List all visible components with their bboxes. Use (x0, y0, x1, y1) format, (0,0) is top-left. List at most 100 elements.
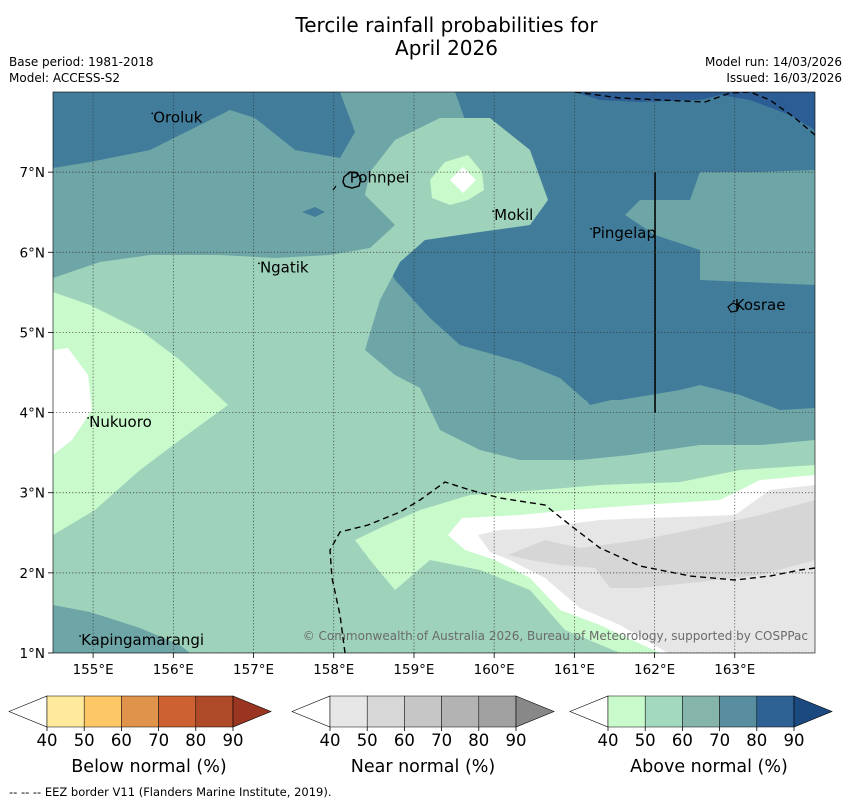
colorbar-tick-label: 90 (784, 731, 805, 750)
colorbar-tick-label: 70 (709, 731, 730, 750)
island-pohnpei-reef (332, 185, 337, 191)
peak-white-west (53, 348, 92, 455)
base-period: Base period: 1981-2018 (9, 55, 154, 69)
y-axis-ticks: 1°N 2°N 3°N 4°N 5°N 6°N 7°N (20, 165, 53, 662)
colorbar-extend-low (8, 695, 48, 728)
colorbar-tick-label: 70 (148, 731, 169, 750)
x-tick-label: 160°E (474, 662, 515, 678)
colorbar-swatch (329, 695, 368, 728)
band-near-60-southeast (508, 500, 815, 588)
colorbar-swatch (478, 695, 517, 728)
colorbar: 40 50 60 70 80 90 Above normal (%) (569, 695, 833, 777)
island-pohnpei (342, 171, 362, 189)
colorbar: 40 50 60 70 80 90 Near normal (%) (291, 695, 555, 777)
place-label: Ngatik (260, 258, 309, 276)
x-tick-label: 161°E (554, 662, 595, 678)
colorbar-extend-high (793, 695, 833, 728)
probability-field: Oroluk Pohnpei Mokil Pingelap Ngatik Kosrae Nu… (53, 92, 815, 653)
colorbar-swatch (644, 695, 683, 728)
colorbar-extend-low (569, 695, 609, 728)
graticule (53, 92, 815, 653)
colorbar-swatch (719, 695, 758, 728)
band-above-50-west (53, 292, 228, 535)
colorbar-swatch (158, 695, 197, 728)
x-tick-label: 157°E (233, 662, 274, 678)
colorbar-tick-label: 40 (320, 731, 341, 750)
place-marker (732, 300, 735, 302)
place-marker (590, 227, 592, 230)
x-tick-label: 155°E (73, 662, 114, 678)
issued-date: Issued: 16/03/2026 (726, 71, 842, 85)
colorbar-swatch (607, 695, 646, 728)
x-tick-label: 156°E (153, 662, 194, 678)
place-marker (258, 262, 260, 265)
place-label: Nukuoro (89, 413, 152, 431)
colorbar: 40 50 60 70 80 90 Below normal (%) (8, 695, 272, 777)
copyright-notice: © Commonwealth of Australia 2026, Bureau… (303, 629, 808, 643)
colorbar-tick-label: 60 (672, 731, 693, 750)
colorbar-tick-label: 60 (394, 731, 415, 750)
colorbar-swatch (46, 695, 85, 728)
colorbar-tick-label: 40 (598, 731, 619, 750)
colorbar-tick-label: 50 (357, 731, 378, 750)
map-frame (52, 91, 816, 654)
y-tick-label: 3°N (20, 486, 45, 502)
colorbar-tick-label: 60 (111, 731, 132, 750)
y-tick-label: 1°N (20, 646, 45, 662)
band-above-80-northwest (53, 92, 355, 168)
place-marker (347, 172, 350, 175)
colorbar-tick-label: 80 (185, 731, 206, 750)
place-label: Oroluk (153, 108, 202, 126)
place-marker (151, 112, 154, 115)
colorbar-label: Below normal (%) (71, 757, 226, 777)
blob-above-80-pohnpei (302, 207, 325, 217)
peak-white-mokil (450, 167, 476, 193)
colorbar-swatch (404, 695, 442, 728)
map-title: Tercile rainfall probabilities for April… (0, 14, 850, 60)
y-tick-label: 5°N (20, 325, 45, 341)
colorbar-tick-label: 50 (74, 731, 95, 750)
colorbars: 40 50 60 70 80 90 Below normal (%) 40 50 60 70 80 90… (8, 695, 833, 777)
place-labels: Oroluk Pohnpei Mokil Pingelap Ngatik Kosrae Nu… (79, 108, 785, 649)
x-tick-label: 158°E (313, 662, 354, 678)
colorbar-tick-label: 70 (431, 731, 452, 750)
colorbar-tick-label: 80 (468, 731, 489, 750)
colorbar-extend-low (291, 695, 331, 728)
colorbar-swatch (366, 695, 405, 728)
colorbar-label: Near normal (%) (351, 757, 496, 777)
colorbar-tick-label: 90 (506, 731, 527, 750)
meta-right: Model run: 14/03/2026 Issued: 16/03/2026 (705, 54, 842, 86)
y-tick-label: 4°N (20, 406, 45, 422)
colorbar-swatch (195, 695, 234, 728)
colorbar-swatch (441, 695, 480, 728)
colorbar-tick-label: 50 (635, 731, 656, 750)
x-tick-label: 163°E (714, 662, 755, 678)
y-tick-label: 7°N (20, 165, 45, 181)
place-label: Kosrae (735, 296, 786, 314)
colorbar-extend-high (515, 695, 555, 728)
band-above-90-northeast (575, 92, 815, 130)
place-marker (87, 417, 89, 419)
title-line-1: Tercile rainfall probabilities for (295, 13, 598, 37)
colorbar-extend-high (232, 695, 272, 728)
place-marker (492, 210, 495, 213)
x-axis-ticks: 155°E 156°E 157°E 158°E 159°E 160°E 161°E 162°E… (73, 653, 755, 678)
place-label: Kapingamarangi (81, 631, 204, 649)
colorbar-tick-label: 90 (223, 731, 244, 750)
place-label: Pohnpei (350, 169, 410, 187)
colorbar-label: Above normal (%) (630, 757, 788, 777)
model-name: Model: ACCESS-S2 (9, 71, 121, 85)
place-label: Pingelap (592, 224, 656, 242)
place-label: Mokil (494, 206, 533, 224)
colorbar-swatch (121, 695, 159, 728)
x-tick-label: 159°E (393, 662, 434, 678)
colorbar-swatch (682, 695, 720, 728)
eez-border-south (329, 481, 815, 653)
colorbar-swatch (756, 695, 795, 728)
band-above-80-northeast (385, 92, 815, 410)
band-above-70-southwest (53, 605, 190, 653)
blob-above-80-pingelap (585, 253, 618, 277)
title-line-2: April 2026 (395, 36, 498, 60)
meta-left: Base period: 1981-2018 Model: ACCESS-S2 (9, 54, 154, 86)
